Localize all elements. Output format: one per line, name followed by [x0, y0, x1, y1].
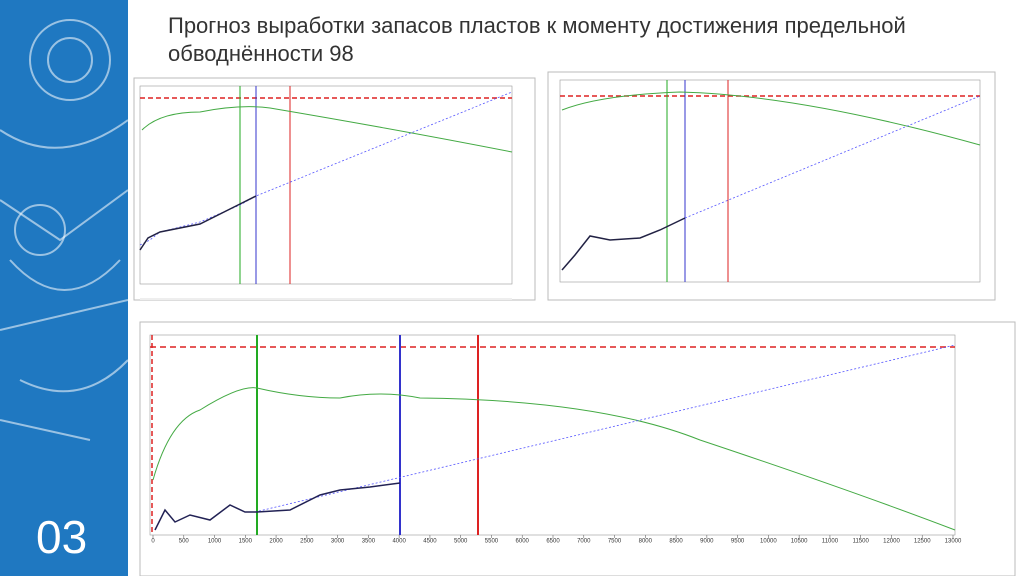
slide-title: Прогноз выработки запасов пластов к моме… [168, 13, 906, 66]
x-tick-label: 6000 [516, 539, 530, 545]
x-tick-label: 6500 [546, 539, 560, 545]
x-tick-label: 4500 [423, 539, 437, 545]
x-tick-label: 5000 [454, 539, 468, 545]
x-tick-label: 2000 [269, 539, 283, 545]
x-tick-label: 3500 [362, 539, 376, 545]
x-tick-label: 5500 [485, 539, 499, 545]
x-tick-label: 11000 [822, 539, 839, 545]
x-tick-label: 12000 [883, 539, 900, 545]
x-tick-label: 3000 [331, 539, 345, 545]
x-tick-label: 2500 [300, 539, 314, 545]
side-panel: 03 [0, 0, 129, 576]
side-decor [0, 19, 129, 441]
x-tick-label: 1500 [239, 539, 253, 545]
chart-top-right [547, 71, 996, 301]
x-tick-label: 10500 [791, 539, 808, 545]
chart-top-left [133, 77, 536, 301]
chart-bottom: 0 500 1000 1500 2000 2500 3000 3500 4000 4500 5000… [139, 321, 1016, 576]
x-tick-label: 13000 [945, 539, 962, 545]
slide-number: 03 [36, 511, 88, 563]
x-tick-label: 500 [179, 539, 190, 545]
x-tick-label: 4000 [392, 539, 406, 545]
x-tick-label: 9000 [700, 539, 714, 545]
x-tick-label: 10000 [760, 539, 777, 545]
x-tick-label: 8000 [639, 539, 653, 545]
x-tick-label: 7500 [608, 539, 622, 545]
x-tick-label: 7000 [577, 539, 591, 545]
x-tick-label: 1000 [208, 539, 222, 545]
x-tick-label: 8500 [669, 539, 683, 545]
x-tick-label: 9500 [731, 539, 745, 545]
x-tick-label: 12500 [914, 539, 931, 545]
x-tick-label: 0 [151, 539, 155, 545]
x-tick-label: 11500 [853, 539, 870, 545]
